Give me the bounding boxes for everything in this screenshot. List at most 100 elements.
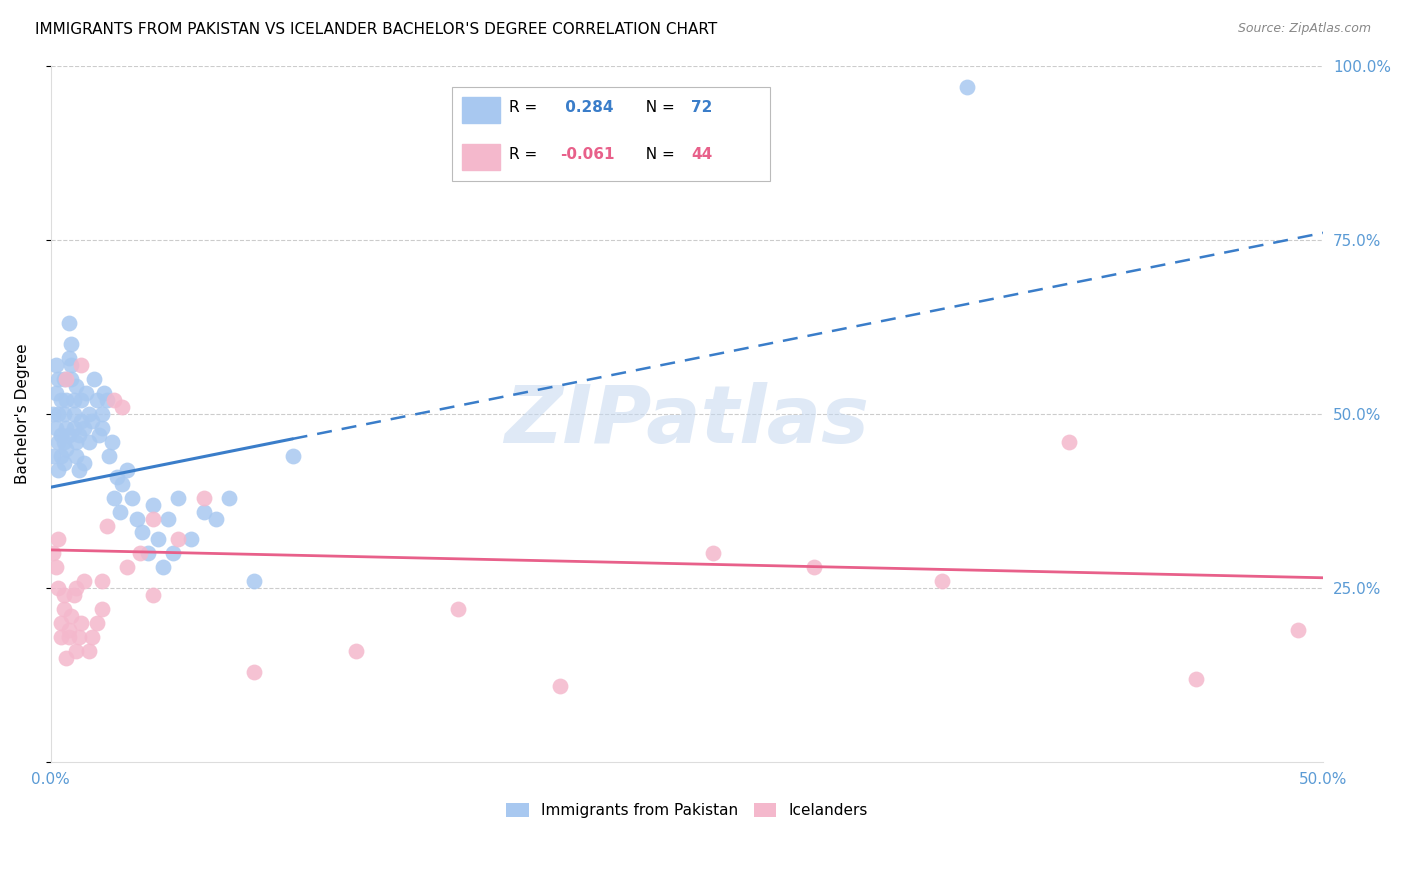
Point xyxy=(193,491,215,505)
Point xyxy=(48,463,70,477)
Point xyxy=(65,449,87,463)
Point xyxy=(803,560,825,574)
Point xyxy=(89,428,111,442)
Point xyxy=(956,79,979,94)
Point xyxy=(48,372,70,386)
Point xyxy=(58,317,80,331)
Point xyxy=(73,574,96,589)
Point xyxy=(49,616,72,631)
Point xyxy=(115,560,138,574)
Point xyxy=(62,421,84,435)
Point xyxy=(103,491,125,505)
Y-axis label: Bachelor's Degree: Bachelor's Degree xyxy=(15,343,30,484)
Point xyxy=(344,644,367,658)
Point xyxy=(156,511,179,525)
Point xyxy=(45,358,67,372)
Point xyxy=(49,630,72,644)
Point xyxy=(98,449,121,463)
Point xyxy=(931,574,953,589)
Point xyxy=(167,533,190,547)
Point xyxy=(70,393,93,408)
Point xyxy=(142,588,165,602)
Point xyxy=(243,665,266,679)
Point xyxy=(90,421,112,435)
Point xyxy=(60,337,83,351)
Point xyxy=(65,434,87,449)
Point xyxy=(55,442,77,456)
Point xyxy=(60,609,83,624)
Point xyxy=(52,456,75,470)
Point xyxy=(48,434,70,449)
Point xyxy=(73,421,96,435)
Point xyxy=(70,358,93,372)
Point xyxy=(86,616,108,631)
Point xyxy=(101,434,124,449)
Point xyxy=(70,616,93,631)
Point xyxy=(90,407,112,421)
Point xyxy=(129,546,152,560)
Point xyxy=(42,407,65,421)
Point xyxy=(42,546,65,560)
Point xyxy=(67,428,90,442)
Point xyxy=(77,644,100,658)
Point xyxy=(281,449,304,463)
Point xyxy=(1057,434,1080,449)
Point xyxy=(67,463,90,477)
Point xyxy=(55,372,77,386)
Point xyxy=(52,602,75,616)
Text: 72: 72 xyxy=(690,100,713,115)
Point xyxy=(77,434,100,449)
Point xyxy=(80,630,103,644)
Point xyxy=(447,602,470,616)
Point xyxy=(62,393,84,408)
Point xyxy=(60,372,83,386)
Point xyxy=(52,407,75,421)
Point xyxy=(67,630,90,644)
Point xyxy=(218,491,240,505)
Point xyxy=(205,511,228,525)
Text: 0.284: 0.284 xyxy=(560,100,613,115)
Point xyxy=(83,372,105,386)
Point xyxy=(49,428,72,442)
Point xyxy=(45,386,67,401)
Point xyxy=(111,400,134,414)
Point xyxy=(55,421,77,435)
Point xyxy=(142,498,165,512)
Point xyxy=(548,679,571,693)
Text: N =: N = xyxy=(636,147,679,162)
Point xyxy=(49,449,72,463)
Point xyxy=(58,351,80,366)
Point xyxy=(45,421,67,435)
FancyBboxPatch shape xyxy=(451,87,769,180)
Point xyxy=(1185,672,1208,686)
Point xyxy=(55,393,77,408)
Point xyxy=(115,463,138,477)
Point xyxy=(131,525,153,540)
Point xyxy=(65,379,87,393)
Point xyxy=(65,644,87,658)
Point xyxy=(180,533,202,547)
Point xyxy=(1286,623,1309,637)
Point xyxy=(52,588,75,602)
Point xyxy=(77,407,100,421)
Point xyxy=(152,560,174,574)
Point xyxy=(48,407,70,421)
Point xyxy=(73,456,96,470)
Text: N =: N = xyxy=(636,100,679,115)
Point xyxy=(90,602,112,616)
Point xyxy=(52,434,75,449)
Point xyxy=(48,533,70,547)
Point xyxy=(167,491,190,505)
Point xyxy=(103,393,125,408)
Text: 44: 44 xyxy=(690,147,711,162)
Text: -0.061: -0.061 xyxy=(560,147,614,162)
Point xyxy=(702,546,724,560)
Point xyxy=(42,449,65,463)
Text: R =: R = xyxy=(509,147,543,162)
Point xyxy=(111,476,134,491)
Text: IMMIGRANTS FROM PAKISTAN VS ICELANDER BACHELOR'S DEGREE CORRELATION CHART: IMMIGRANTS FROM PAKISTAN VS ICELANDER BA… xyxy=(35,22,717,37)
Point xyxy=(60,358,83,372)
Point xyxy=(58,623,80,637)
Point xyxy=(105,469,128,483)
Text: R =: R = xyxy=(509,100,543,115)
